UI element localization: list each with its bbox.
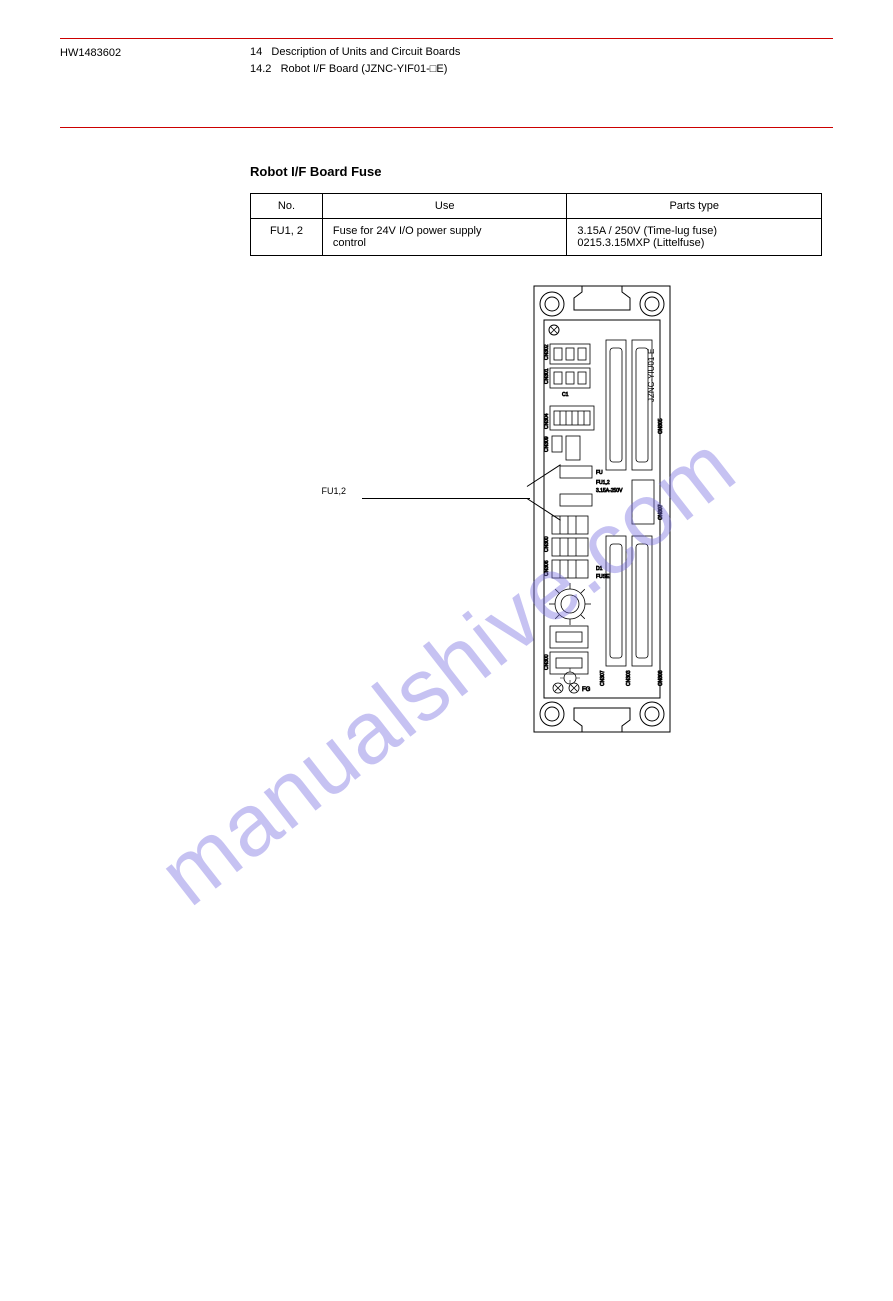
svg-text:3.15A-250V: 3.15A-250V xyxy=(596,488,623,494)
svg-text:CN300: CN300 xyxy=(544,654,550,670)
chapter-number: 14 xyxy=(250,46,262,58)
cell-no: FU1, 2 xyxy=(251,218,323,255)
table-header-row: No. Use Parts type xyxy=(251,193,822,218)
fuse-table: No. Use Parts type FU1, 2 Fuse for 24V I… xyxy=(250,193,822,256)
svg-text:CN307: CN307 xyxy=(600,670,606,686)
svg-text:D1: D1 xyxy=(596,566,603,572)
module-figure: FU1,2 xyxy=(362,284,722,739)
svg-text:CN308: CN308 xyxy=(658,670,664,686)
svg-text:CN302: CN302 xyxy=(544,344,550,360)
col-header-no: No. xyxy=(251,193,323,218)
page-header: HW1483602 14 Description of Units and Ci… xyxy=(60,45,833,77)
section-number: 14.2 xyxy=(250,63,271,75)
content-heading: Robot I/F Board Fuse xyxy=(250,164,833,179)
svg-text:CN303: CN303 xyxy=(626,670,632,686)
svg-text:FG: FG xyxy=(582,687,591,693)
module-svg: JZNC-YIU01-E CN302 CN301 C1 xyxy=(512,284,692,734)
svg-text:CN309: CN309 xyxy=(544,436,550,452)
svg-text:CN305: CN305 xyxy=(658,418,664,434)
section-title: Robot I/F Board (JZNC-YIF01-□E) xyxy=(281,63,448,75)
svg-text:FUSE: FUSE xyxy=(596,574,610,580)
svg-text:CN300: CN300 xyxy=(544,536,550,552)
svg-text:FU1,2: FU1,2 xyxy=(596,480,610,486)
svg-text:CN307: CN307 xyxy=(658,504,664,520)
chapter-title: Description of Units and Circuit Boards xyxy=(271,46,460,58)
col-header-part: Parts type xyxy=(567,193,822,218)
svg-text:CN304: CN304 xyxy=(544,413,550,429)
doc-id: HW1483602 xyxy=(60,45,250,77)
svg-text:C1: C1 xyxy=(562,392,569,398)
svg-text:FU: FU xyxy=(596,470,603,476)
svg-text:CN301: CN301 xyxy=(544,368,550,384)
svg-text:CN306: CN306 xyxy=(544,560,550,576)
cell-part: 3.15A / 250V (Time-lug fuse) 0215.3.15MX… xyxy=(567,218,822,255)
table-row: FU1, 2 Fuse for 24V I/O power supply con… xyxy=(251,218,822,255)
cell-use: Fuse for 24V I/O power supply control xyxy=(322,218,566,255)
fuse-callout-label: FU1,2 xyxy=(322,486,347,496)
callout-leader xyxy=(362,498,530,499)
col-header-use: Use xyxy=(322,193,566,218)
header-rule-top xyxy=(60,38,833,39)
